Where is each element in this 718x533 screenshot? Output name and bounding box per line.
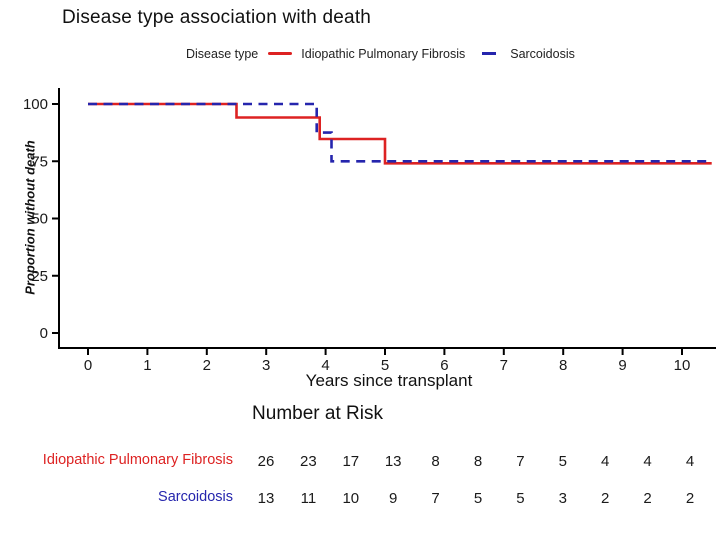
risk-row-idiopathic-pulmonary-fibrosis: Idiopathic Pulmonary Fibrosis 26 23 17 13 8 8 7… [0,452,718,472]
x-tick-label: 7 [500,357,508,374]
legend-item-label: Sarcoidosis [510,47,575,61]
x-tick-label: 3 [262,357,270,374]
legend-items: Idiopathic Pulmonary Fibrosis Sarcoidosis [268,47,587,61]
x-tick-label: 8 [559,357,567,374]
x-tick-label: 9 [618,357,626,374]
risk-value: 7 [516,453,525,470]
risk-value: 5 [558,453,567,470]
x-tick-label: 4 [321,357,329,374]
legend-item-idiopathic-pulmonary-fibrosis: Idiopathic Pulmonary Fibrosis [268,47,465,61]
risk-table-title: Number at Risk [252,403,383,424]
idiopathic-pulmonary-fibrosis-line-key-icon [268,52,293,56]
risk-value: 5 [473,490,483,507]
risk-row-sarcoidosis: Sarcoidosis 13 11 10 9 7 5 5 3 2 2 2 [0,489,718,509]
x-tick-label: 2 [203,357,211,374]
risk-value: 10 [342,490,360,507]
risk-value: 4 [601,453,610,470]
x-tick-label: 0 [84,357,92,374]
risk-value: 17 [342,453,360,470]
x-tick-label: 1 [143,357,151,374]
sarcoidosis-line-key-icon [477,52,501,56]
sarcoidosis-curve [88,102,712,163]
risk-value: 2 [601,490,610,507]
x-tick-label: 5 [381,357,389,374]
legend-title: Disease type [186,47,259,61]
risk-value: 3 [558,490,567,507]
risk-value: 23 [300,453,317,470]
risk-value: 2 [685,490,695,507]
risk-value: 11 [300,490,317,507]
risk-value: 2 [643,490,652,507]
risk-row-label: Sarcoidosis [158,489,233,505]
risk-value: 13 [384,453,402,470]
risk-value: 4 [685,453,695,470]
legend-item-label: Idiopathic Pulmonary Fibrosis [301,47,466,61]
legend: Disease type Idiopathic Pulmonary Fibros… [186,44,587,64]
idiopathic-pulmonary-fibrosis-curve [88,102,712,165]
legend-item-sarcoidosis: Sarcoidosis [477,47,575,61]
risk-value: 5 [516,490,525,507]
risk-value: 8 [431,453,440,470]
risk-value: 4 [643,453,652,470]
x-tick-label: 10 [674,357,691,374]
y-tick-label: 75 [31,153,48,170]
risk-row-label: Idiopathic Pulmonary Fibrosis [42,452,233,468]
x-tick-label: 6 [440,357,448,374]
risk-value: 26 [257,453,275,470]
risk-value: 13 [257,490,275,507]
risk-value: 7 [431,490,440,507]
y-axis-title: Proportion without death [22,140,38,295]
chart-title: Disease type association with death [62,7,372,28]
y-tick-label: 0 [40,325,48,342]
y-tick-label: 50 [31,211,48,228]
y-tick-label: 100 [23,96,48,113]
risk-value: 8 [473,453,483,470]
y-tick-label: 25 [31,268,48,285]
x-axis-title: Years since transplant [305,371,473,390]
risk-value: 9 [389,490,398,507]
